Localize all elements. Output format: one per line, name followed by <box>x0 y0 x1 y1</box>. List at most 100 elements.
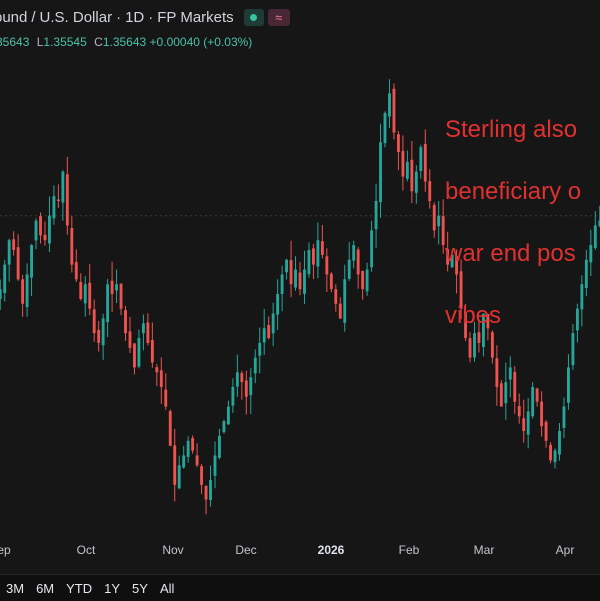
candle-body <box>517 405 521 417</box>
candle-body <box>119 283 123 309</box>
candle-body <box>482 313 485 347</box>
candle-body <box>392 88 396 133</box>
candle-body <box>25 274 29 308</box>
close-label: C <box>94 35 103 49</box>
candle-body <box>92 309 96 334</box>
candle-body <box>499 383 503 407</box>
wave-icon[interactable]: ≈ <box>267 9 290 26</box>
candle-body <box>65 174 69 226</box>
annotation-line-1: Sterling also <box>445 116 578 143</box>
candle-body <box>593 225 597 248</box>
candle-body <box>79 282 83 299</box>
candle-body <box>173 445 177 485</box>
title-separator-slash: / <box>31 9 36 26</box>
candle-body <box>379 142 382 203</box>
candle-body <box>141 323 145 334</box>
candle-body <box>504 382 508 404</box>
provider-label: FP Markets <box>157 9 234 26</box>
market-status-icon[interactable] <box>243 9 264 26</box>
close-value: 1.35643 <box>102 35 147 49</box>
candle-body <box>97 329 101 343</box>
candle-body <box>218 435 221 458</box>
candle-body <box>303 269 306 294</box>
candle-body <box>477 332 481 343</box>
candle-body <box>459 271 463 309</box>
range-1y-button[interactable]: 1Y <box>104 580 121 596</box>
candle-body <box>155 367 159 373</box>
candle-body <box>513 372 517 402</box>
candle-body <box>39 216 42 236</box>
xtick-apr: Apr <box>555 543 575 557</box>
candle-body <box>446 249 450 265</box>
candle-body <box>441 216 445 246</box>
candle-body <box>52 196 56 219</box>
symbol-title[interactable]: ound / U.S. Dollar · 1D · FP Markets ≈ <box>0 9 290 26</box>
candle-body <box>262 328 266 343</box>
candle-body <box>468 338 472 358</box>
candle-body <box>567 367 570 403</box>
candle-body <box>383 112 387 144</box>
candle-body <box>240 373 244 383</box>
candle-body <box>329 273 333 290</box>
candle-body <box>74 262 78 280</box>
candle-body <box>200 466 204 485</box>
candle-body <box>177 465 181 489</box>
candle-body <box>549 444 552 461</box>
candle-body <box>164 389 168 407</box>
low-label: L <box>36 35 44 49</box>
candle-body <box>159 370 163 387</box>
candle-body <box>195 455 199 466</box>
candle-body <box>356 249 360 275</box>
candle-body <box>428 181 432 202</box>
candle-body <box>419 147 423 172</box>
candle-body <box>455 256 459 275</box>
candle-body <box>191 437 195 451</box>
candle-body <box>204 485 208 500</box>
candle-body <box>186 440 190 457</box>
candle-body <box>464 313 467 339</box>
candle-body <box>338 303 342 319</box>
candle-body <box>30 245 33 278</box>
candle-body <box>289 260 293 285</box>
candle-body <box>423 143 427 182</box>
candle-body <box>553 450 557 463</box>
candle-body <box>437 215 441 227</box>
candle-body <box>531 386 535 417</box>
candle-body <box>401 150 405 177</box>
candle-body <box>43 234 47 241</box>
low-value: 1.35545 <box>43 35 87 49</box>
range-all-button[interactable]: All <box>159 580 175 596</box>
candle-body <box>388 93 391 117</box>
candle-body <box>213 455 217 476</box>
range-3m-button[interactable]: 3M <box>6 580 25 596</box>
time-axis[interactable]: ep Oct Nov Dec 2026 Feb Mar Apr <box>0 540 600 564</box>
candle-body <box>405 161 409 179</box>
candle-body <box>558 431 561 455</box>
candle-body <box>432 205 436 231</box>
candle-body <box>61 171 65 203</box>
candle-body <box>21 279 25 304</box>
candle-body <box>182 455 186 468</box>
candle-body <box>298 272 302 290</box>
candle-body <box>34 220 38 241</box>
symbol-base: ound <box>0 9 28 26</box>
candlestick-plot[interactable] <box>0 56 600 536</box>
candle-body <box>106 284 110 323</box>
candle-body <box>334 289 338 304</box>
annotation-text: Sterling also beneficiary o war end pos … <box>445 83 600 331</box>
price-chart[interactable]: Sterling also beneficiary o war end pos … <box>0 56 600 536</box>
candle-body <box>168 411 172 446</box>
range-ytd-button[interactable]: YTD <box>66 580 93 596</box>
open-value: 35643 <box>0 35 30 49</box>
annotation-line-3: war end pos <box>445 240 576 267</box>
candle-body <box>450 254 454 268</box>
range-6m-button[interactable]: 6M <box>36 580 55 596</box>
candle-body <box>146 322 150 343</box>
range-5y-button[interactable]: 5Y <box>132 580 148 596</box>
candle-body <box>414 171 418 193</box>
candle-body <box>101 318 105 346</box>
xtick-dec: Dec <box>235 543 257 557</box>
candle-body <box>56 199 60 202</box>
candle-body <box>48 215 51 244</box>
ohlc-readout: 35643 L1.35545 C1.35643 +0.00040 (+0.03%… <box>0 35 252 49</box>
